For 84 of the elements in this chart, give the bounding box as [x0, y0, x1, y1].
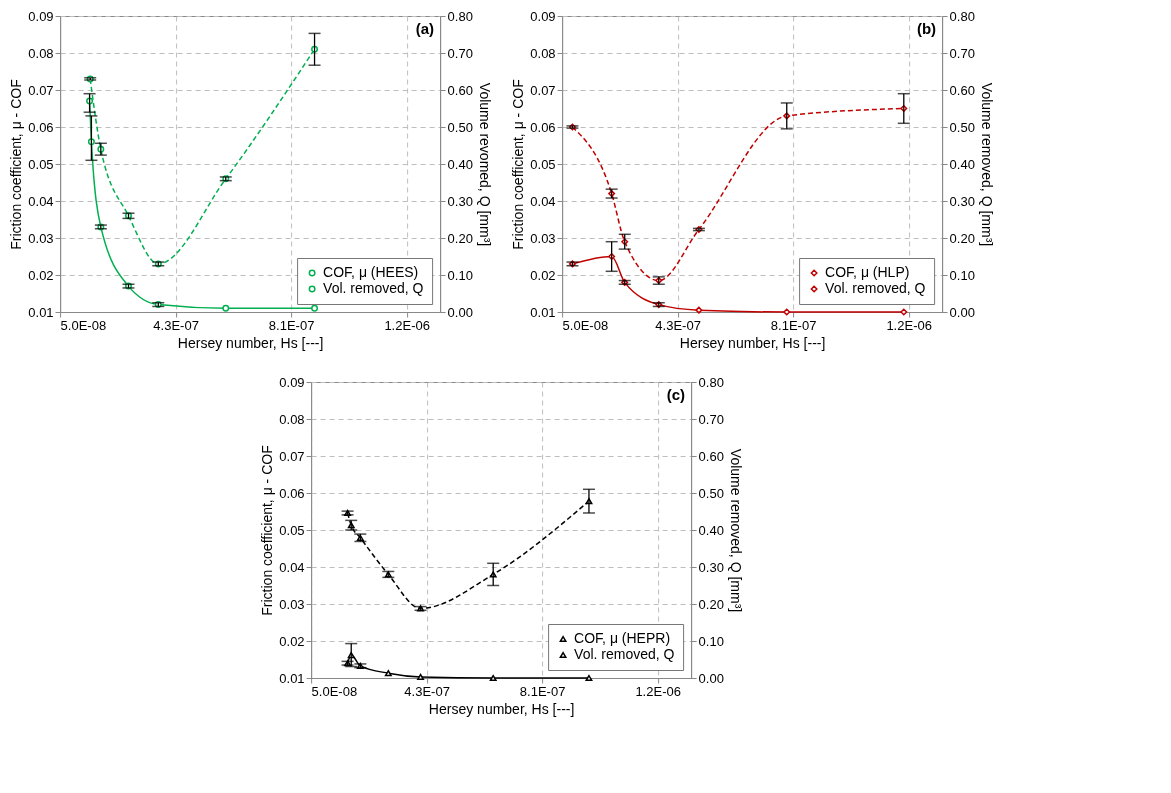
- y2-tick-label: 0.80: [447, 8, 473, 24]
- y-axis-title: Friction coefficient, μ - COF: [510, 79, 527, 250]
- x-tick-label: 1.2E-06: [886, 317, 932, 333]
- y-tick-label: 0.09: [279, 374, 305, 390]
- y-tick-label: 0.09: [530, 8, 556, 24]
- legend-label: COF, μ (HEES): [323, 264, 419, 280]
- y-tick-label: 0.02: [279, 633, 305, 649]
- x-tick-label: 4.3E-07: [404, 683, 450, 699]
- y-tick-label: 0.02: [28, 267, 54, 283]
- y2-tick-label: 0.60: [698, 448, 724, 464]
- y2-tick-label: 0.70: [949, 45, 975, 61]
- y2-tick-label: 0.60: [949, 82, 975, 98]
- y2-tick-label: 0.80: [949, 8, 975, 24]
- y2-axis-title: Volume removed, Q [mm³]: [978, 82, 995, 247]
- y-axis-title: Friction coefficient, μ - COF: [8, 79, 25, 250]
- y2-tick-label: 0.20: [949, 230, 975, 246]
- y2-tick-label: 0.40: [949, 156, 975, 172]
- y-tick-label: 0.08: [28, 45, 54, 61]
- x-tick-label: 5.0E-08: [311, 683, 358, 699]
- y-tick-label: 0.08: [530, 45, 556, 61]
- y2-tick-label: 0.40: [447, 156, 473, 172]
- y2-tick-label: 0.10: [949, 267, 975, 283]
- x-tick-label: 1.2E-06: [384, 317, 430, 333]
- y2-tick-label: 0.00: [949, 304, 975, 320]
- y-tick-label: 0.03: [530, 230, 556, 246]
- y2-axis-title: Volume removed, Q [mm³]: [727, 448, 744, 613]
- x-tick-label: 4.3E-07: [153, 317, 199, 333]
- x-tick-label: 8.1E-07: [770, 317, 817, 333]
- y-tick-label: 0.07: [28, 82, 54, 98]
- y-tick-label: 0.05: [28, 156, 54, 172]
- y2-tick-label: 0.40: [698, 522, 724, 538]
- y-tick-label: 0.02: [530, 267, 556, 283]
- y-tick-label: 0.03: [28, 230, 54, 246]
- y-tick-label: 0.06: [28, 119, 54, 135]
- y-tick-label: 0.09: [28, 8, 54, 24]
- legend-label: COF, μ (HEPR): [574, 630, 671, 646]
- legend-label: Vol. removed, Q: [574, 646, 675, 662]
- annotation: (b): [916, 20, 937, 37]
- x-tick-label: 8.1E-07: [268, 317, 315, 333]
- x-tick-label: 1.2E-06: [635, 683, 681, 699]
- y2-tick-label: 0.20: [698, 596, 724, 612]
- x-axis-title: Hersey number, Hs [---]: [428, 700, 575, 717]
- y2-tick-label: 0.00: [447, 304, 473, 320]
- y2-tick-label: 0.50: [698, 485, 724, 501]
- y2-tick-label: 0.00: [698, 670, 724, 686]
- y2-tick-label: 0.20: [447, 230, 473, 246]
- y-tick-label: 0.03: [279, 596, 305, 612]
- y2-tick-label: 0.30: [698, 559, 724, 575]
- annotation: (a): [415, 20, 435, 37]
- y2-tick-label: 0.50: [949, 119, 975, 135]
- y-axis-title: Friction coefficient, μ - COF: [259, 445, 276, 616]
- legend-label: Vol. removed, Q: [323, 280, 424, 296]
- y2-tick-label: 0.50: [447, 119, 473, 135]
- legend-label: Vol. removed, Q: [825, 280, 926, 296]
- y-tick-label: 0.06: [530, 119, 556, 135]
- y2-axis-title: Volume revomed, Q [mm³]: [476, 82, 493, 247]
- y-tick-label: 0.01: [530, 304, 556, 320]
- y-tick-label: 0.07: [279, 448, 305, 464]
- x-axis-title: Hersey number, Hs [---]: [177, 334, 324, 351]
- y-tick-label: 0.07: [530, 82, 556, 98]
- y-tick-label: 0.08: [279, 411, 305, 427]
- y2-tick-label: 0.70: [698, 411, 724, 427]
- y2-tick-label: 0.60: [447, 82, 473, 98]
- y-tick-label: 0.06: [279, 485, 305, 501]
- x-axis-title: Hersey number, Hs [---]: [679, 334, 826, 351]
- y2-tick-label: 0.10: [698, 633, 724, 649]
- y2-tick-label: 0.30: [949, 193, 975, 209]
- y-tick-label: 0.01: [28, 304, 54, 320]
- x-tick-label: 5.0E-08: [562, 317, 609, 333]
- y-tick-label: 0.05: [530, 156, 556, 172]
- legend-label: COF, μ (HLP): [825, 264, 910, 280]
- y-tick-label: 0.05: [279, 522, 305, 538]
- y2-tick-label: 0.80: [698, 374, 724, 390]
- y-tick-label: 0.01: [279, 670, 305, 686]
- x-tick-label: 4.3E-07: [655, 317, 701, 333]
- y-tick-label: 0.04: [28, 193, 54, 209]
- annotation: (c): [666, 386, 686, 403]
- x-tick-label: 5.0E-08: [60, 317, 107, 333]
- x-tick-label: 8.1E-07: [519, 683, 566, 699]
- y2-tick-label: 0.30: [447, 193, 473, 209]
- y2-tick-label: 0.10: [447, 267, 473, 283]
- y-tick-label: 0.04: [530, 193, 556, 209]
- y-tick-label: 0.04: [279, 559, 305, 575]
- y2-tick-label: 0.70: [447, 45, 473, 61]
